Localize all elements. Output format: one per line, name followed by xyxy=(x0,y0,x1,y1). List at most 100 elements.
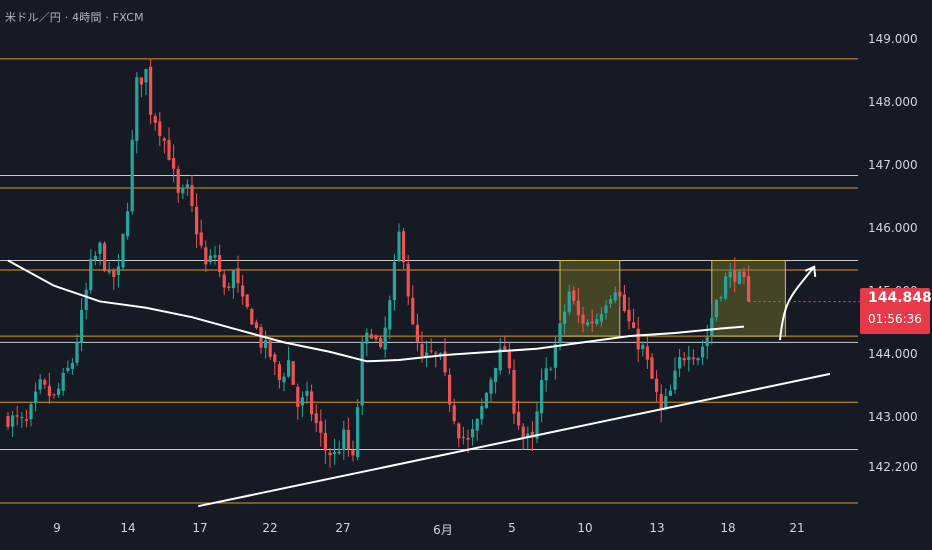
time-tick-label: 27 xyxy=(335,521,351,535)
candle-body xyxy=(70,362,74,369)
candle-body xyxy=(379,337,383,348)
candle-body xyxy=(673,370,677,390)
candle-body xyxy=(273,354,277,363)
candle-body xyxy=(351,450,355,456)
time-tick-label: 17 xyxy=(192,521,208,535)
candle-body xyxy=(93,255,97,260)
candle-body xyxy=(549,369,553,371)
candle-body xyxy=(558,323,562,343)
candle-body xyxy=(319,421,323,433)
candle-body xyxy=(213,255,217,258)
candle-body xyxy=(540,380,544,414)
candle-body xyxy=(535,411,539,439)
candle-body xyxy=(494,367,498,382)
candle-body xyxy=(282,376,286,383)
candle-body xyxy=(241,285,245,297)
candle-body xyxy=(632,322,636,328)
candle-body xyxy=(733,270,737,282)
candle-body xyxy=(576,300,580,316)
candle-body xyxy=(291,361,295,385)
price-tick-label: 147.000 xyxy=(868,158,918,172)
candle-body xyxy=(199,232,203,246)
candle-body xyxy=(604,305,608,314)
candle-body xyxy=(512,369,516,414)
candle-body xyxy=(420,344,424,356)
current-price-tag: 144.848 01:56:36 xyxy=(860,288,932,334)
candle-body xyxy=(222,274,226,288)
trend-line xyxy=(197,372,831,508)
candle-body xyxy=(701,346,705,358)
candle-body xyxy=(277,364,281,381)
candle-body xyxy=(6,415,10,427)
candle-body xyxy=(80,310,84,343)
candle-body xyxy=(34,391,38,404)
time-tick-label: 6月 xyxy=(433,523,453,537)
candle-body xyxy=(696,358,700,361)
candle-body xyxy=(691,357,695,360)
candle-body xyxy=(365,332,369,344)
candle-body xyxy=(116,266,120,276)
candle-body xyxy=(139,77,143,85)
candle-body xyxy=(452,405,456,422)
candle-body xyxy=(158,121,162,137)
candle-body xyxy=(314,413,318,424)
candle-body xyxy=(346,429,350,449)
candle-body xyxy=(581,314,585,324)
time-tick-label: 10 xyxy=(577,521,593,535)
candle-body xyxy=(231,270,235,289)
bar-countdown: 01:56:36 xyxy=(868,312,922,326)
candle-body xyxy=(296,386,300,407)
candle-body xyxy=(710,317,714,336)
candle-body xyxy=(728,271,732,278)
candle-body xyxy=(466,438,470,440)
candle-body xyxy=(112,270,116,278)
candle-body xyxy=(572,290,576,302)
price-tick-label: 148.000 xyxy=(868,95,918,109)
candle-body xyxy=(167,139,171,160)
candle-body xyxy=(484,392,488,408)
candle-body xyxy=(622,294,626,312)
time-tick-label: 13 xyxy=(649,521,665,535)
moving-average-line xyxy=(7,259,745,363)
candle-body xyxy=(227,286,231,288)
candle-body xyxy=(747,276,751,302)
candle-body xyxy=(737,271,741,284)
candle-body xyxy=(342,429,346,451)
forecast-arrowhead xyxy=(804,265,817,277)
candle-body xyxy=(57,388,61,396)
candle-body xyxy=(328,452,332,456)
candle-body xyxy=(218,255,222,273)
price-tick-label: 143.000 xyxy=(868,410,918,424)
candle-body xyxy=(668,390,672,396)
candle-body xyxy=(204,247,208,265)
candle-body xyxy=(599,313,603,322)
candle-body xyxy=(305,390,309,396)
chart-title: 米ドル／円 · 4時間 · FXCM xyxy=(5,11,144,24)
candle-body xyxy=(287,360,291,377)
candle-body xyxy=(650,357,654,379)
candle-body xyxy=(333,452,337,454)
candle-body xyxy=(480,405,484,420)
candle-body xyxy=(425,352,429,357)
candle-body xyxy=(461,436,465,438)
candle-body xyxy=(641,344,645,350)
candle-body xyxy=(181,187,185,194)
candle-body xyxy=(415,324,419,343)
candle-body xyxy=(627,309,631,322)
candle-body xyxy=(11,415,15,427)
candle-body xyxy=(190,185,194,206)
candle-body xyxy=(618,291,622,297)
candle-body xyxy=(130,139,134,212)
candle-body xyxy=(448,374,452,405)
candle-body xyxy=(544,368,548,381)
candle-body xyxy=(107,270,111,273)
horizontal-levels xyxy=(0,58,858,504)
highlight-zones xyxy=(559,260,786,337)
candle-body xyxy=(613,292,617,301)
price-tick-label: 146.000 xyxy=(868,221,918,235)
candle-body xyxy=(489,379,493,394)
candle-body xyxy=(254,322,258,328)
candle-body xyxy=(724,276,728,299)
